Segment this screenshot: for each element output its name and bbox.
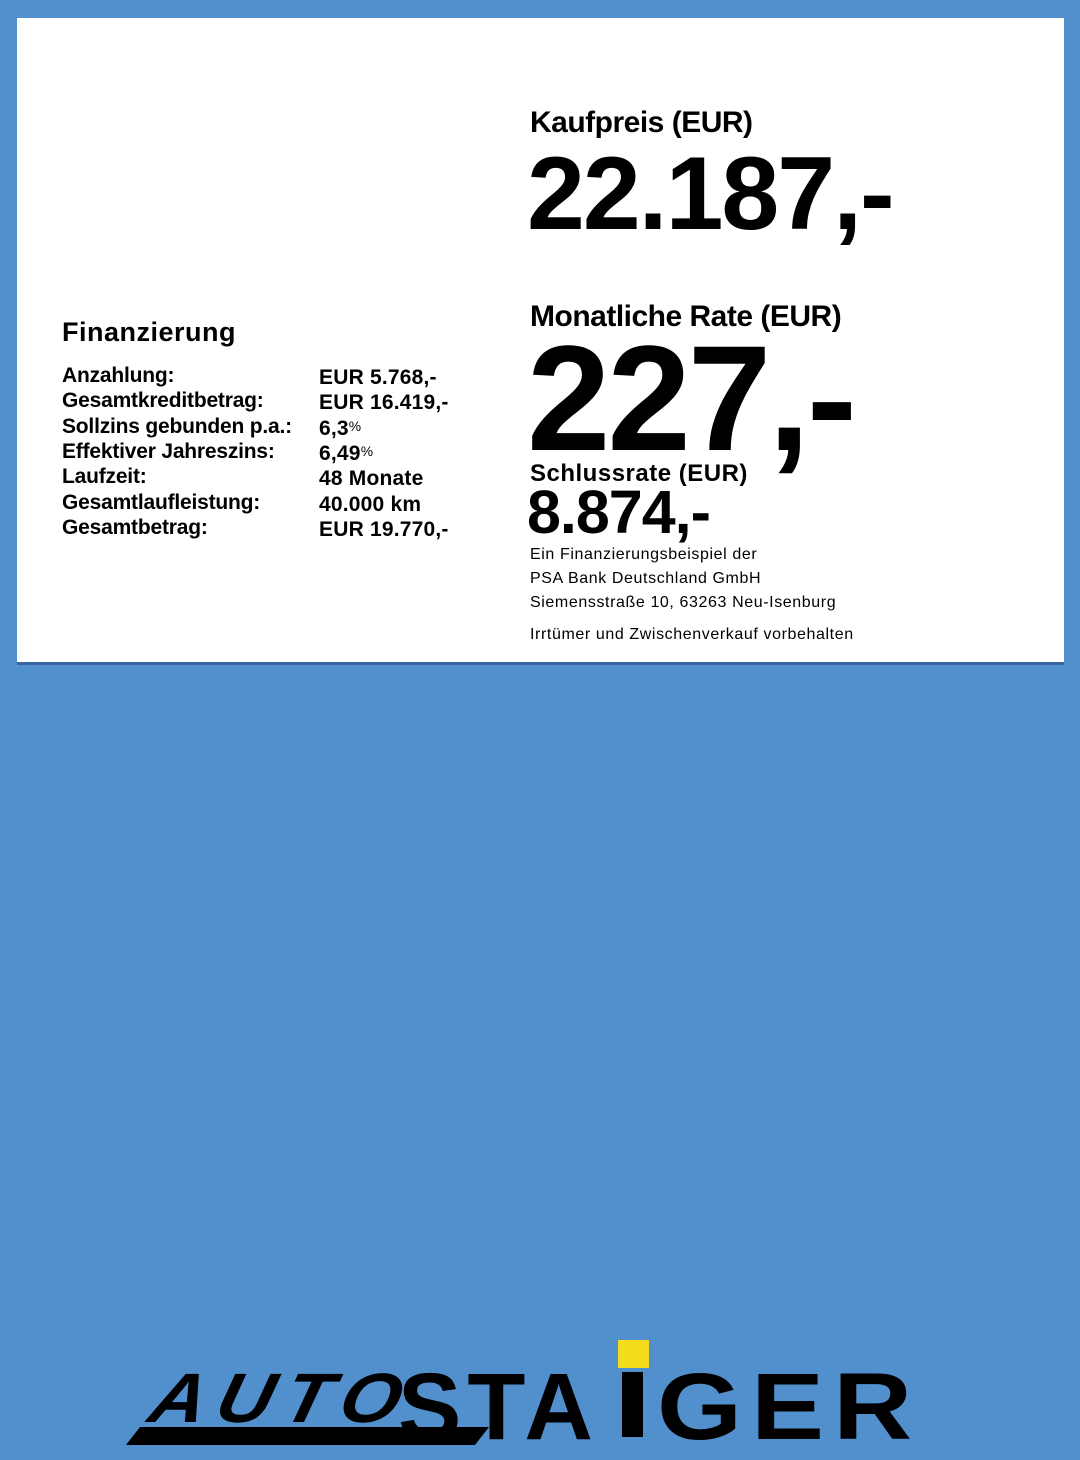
kaufpreis-label: Kaufpreis (EUR) bbox=[530, 106, 753, 139]
content-panel: Finanzierung Anzahlung: EUR 5.768,- Gesa… bbox=[17, 18, 1064, 662]
financing-row-label: Gesamtlaufleistung: bbox=[62, 490, 261, 514]
financing-row-value: 40.000 km bbox=[319, 492, 422, 516]
financing-row-label: Sollzins gebunden p.a.: bbox=[62, 414, 292, 438]
financing-row-value: 6,3% bbox=[319, 416, 362, 440]
financing-row-value: EUR 5.768,- bbox=[319, 366, 437, 390]
financing-row: Gesamtkreditbetrag: EUR 16.419,- bbox=[62, 389, 449, 414]
financing-row-label: Laufzeit: bbox=[62, 465, 147, 489]
kaufpreis-value: 22.187,- bbox=[527, 136, 895, 252]
logo-letter-i bbox=[618, 1340, 649, 1437]
financing-row: Sollzins gebunden p.a.: 6,3% bbox=[62, 415, 449, 440]
provider-line: Siemensstraße 10, 63263 Neu-Isenburg bbox=[530, 594, 837, 611]
disclaimer-text: Irrtümer und Zwischenverkauf vorbehalten bbox=[530, 626, 854, 643]
financing-title: Finanzierung bbox=[62, 317, 236, 347]
logo-i-yellow-dot-icon bbox=[618, 1340, 649, 1368]
financing-table: Anzahlung: EUR 5.768,- Gesamtkreditbetra… bbox=[62, 364, 449, 542]
financing-row-label: Gesamtkreditbetrag: bbox=[62, 389, 264, 413]
monatliche-rate-value: 227,- bbox=[527, 314, 857, 482]
ad-canvas: Finanzierung Anzahlung: EUR 5.768,- Gesa… bbox=[0, 18, 1080, 1455]
financing-row: Laufzeit: 48 Monate bbox=[62, 465, 449, 490]
provider-line: Ein Finanzierungsbeispiel der bbox=[530, 546, 758, 563]
logo-word-auto: AUTO bbox=[142, 1359, 423, 1437]
financing-provider-text: Ein Finanzierungsbeispiel der PSA Bank D… bbox=[530, 543, 836, 615]
financing-row-label: Anzahlung: bbox=[62, 364, 175, 387]
financing-row-label: Effektiver Jahreszins: bbox=[62, 440, 275, 464]
financing-row-value: EUR 19.770,- bbox=[319, 518, 449, 542]
schlussrate-value: 8.874,- bbox=[527, 478, 711, 546]
financing-row: Gesamtlaufleistung: 40.000 km bbox=[62, 491, 449, 516]
financing-row-label: Gesamtbetrag: bbox=[62, 516, 208, 540]
financing-row-value: EUR 16.419,- bbox=[319, 391, 449, 415]
financing-row-value: 6,49% bbox=[319, 442, 374, 466]
monatliche-rate-label: Monatliche Rate (EUR) bbox=[530, 300, 842, 333]
logo-word-staiger-prefix: STA bbox=[398, 1354, 599, 1460]
financing-row: Anzahlung: EUR 5.768,- bbox=[62, 364, 449, 389]
schlussrate-label: Schlussrate (EUR) bbox=[530, 460, 748, 487]
provider-line: PSA Bank Deutschland GmbH bbox=[530, 570, 762, 587]
financing-row: Effektiver Jahreszins: 6,49% bbox=[62, 440, 449, 465]
logo-word-staiger-suffix: GER bbox=[657, 1354, 922, 1460]
financing-row: Gesamtbetrag: EUR 19.770,- bbox=[62, 516, 449, 541]
financing-row-value: 48 Monate bbox=[319, 467, 424, 491]
auto-staiger-logo: AUTO STA GER bbox=[0, 662, 1080, 1455]
